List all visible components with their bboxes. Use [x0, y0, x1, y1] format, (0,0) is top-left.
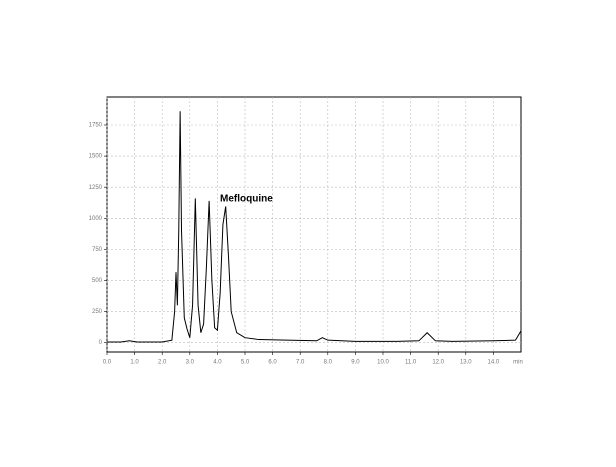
y-tick-label: 1000: [89, 216, 103, 222]
plot-frame: [106, 96, 522, 353]
x-tick-label: 4.0: [213, 360, 222, 366]
x-axis-label: min: [513, 360, 523, 366]
y-tick-label: 1250: [89, 185, 103, 191]
annotation: Mefloquine: [220, 194, 273, 205]
x-tick-label: 10.0: [377, 360, 389, 366]
x-tick-label: 8.0: [324, 360, 333, 366]
trace: [107, 111, 522, 343]
x-tick-label: 5.0: [241, 360, 250, 366]
x-tick-label: 9.0: [351, 360, 360, 366]
x-tick-label: 7.0: [296, 360, 305, 366]
x-tick-label: 2.0: [158, 360, 167, 366]
x-tick-label: 12.0: [432, 360, 444, 366]
x-tick-label: 3.0: [186, 360, 195, 366]
x-tick-label: 1.0: [130, 360, 139, 366]
y-tick-label: 750: [92, 247, 103, 253]
x-tick-label: 13.0: [460, 360, 472, 366]
y-tick-label: 500: [92, 278, 103, 284]
x-tick-label: 0.0: [103, 360, 112, 366]
y-tick-label: 1500: [89, 154, 103, 160]
y-tick-label: 0: [99, 340, 103, 346]
x-tick-label: 11.0: [405, 360, 417, 366]
x-tick-label: 6.0: [268, 360, 277, 366]
y-tick-label: 1750: [89, 123, 103, 129]
y-tick-label: 250: [92, 309, 103, 315]
x-tick-label: 14.0: [488, 360, 500, 366]
